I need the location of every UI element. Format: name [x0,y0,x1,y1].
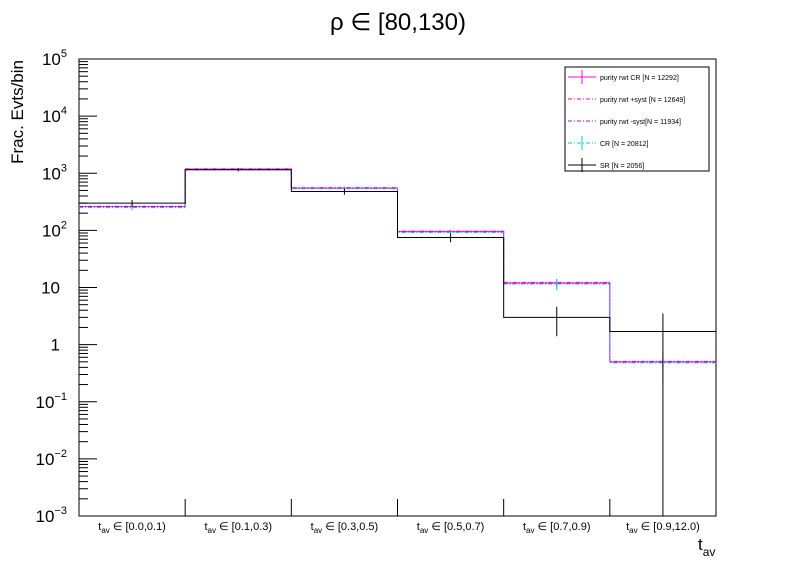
y-tick-label-base: 10 [36,450,55,469]
y-tick-label-base: 10 [42,107,61,126]
x-tick-label: tav ∈ [0.7,0.9) [523,521,591,535]
y-tick-label-exponent: 2 [61,219,67,231]
y-tick-label-base: 10 [36,393,55,412]
y-tick-label-exponent: 5 [61,48,67,60]
series-step-line [79,169,716,332]
x-tick-label-sub: av [420,526,428,535]
y-tick-label-base: 1 [51,336,60,355]
legend-box [564,66,710,172]
x-axis-tick-labels: tav ∈ [0.0,0.1) tav ∈ [0.1,0.3) tav ∈ [0.3… [98,521,699,535]
series-layer [79,167,716,516]
y-tick-label-base: 10 [41,279,60,298]
x-tick-label-sub: av [314,526,322,535]
x-tick-label: tav ∈ [0.9,12.0) [626,521,700,535]
x-tick-label-base: t [311,521,314,533]
x-tick-label: tav ∈ [0.1,0.3) [204,521,272,535]
y-tick-label-exponent: −1 [54,391,67,403]
x-tick-label-range: ∈ [0.0,0.1) [110,521,166,533]
x-tick-label-range: ∈ [0.5,0.7) [428,521,484,533]
x-axis-ticks [184,499,611,516]
y-tick-label-exponent: 4 [61,105,67,117]
legend-entry-label: purity rwt +syst [N = 12649] [600,97,685,104]
x-tick-label-range: ∈ [0.9,12.0) [638,521,700,533]
legend-entry-label: CR [N = 20812] [600,141,648,148]
x-tick-label-sub: av [629,526,637,535]
x-tick-label-sub: av [208,526,216,535]
series-4 [79,168,716,516]
legend-entry-label: purity rwt -syst[N = 11934] [600,119,681,126]
x-tick-label: tav ∈ [0.0,0.1) [98,521,166,535]
x-tick-label-base: t [417,521,420,533]
x-tick-label-base: t [204,521,207,533]
y-tick-label-base: 10 [42,50,61,69]
y-tick-label-exponent: −3 [54,505,67,517]
y-tick-label: 104 [42,105,67,126]
x-tick-label: tav ∈ [0.5,0.7) [417,521,485,535]
x-tick-label-base: t [98,521,101,533]
y-axis-ticks [79,58,97,517]
x-axis-label-base: t [698,535,703,554]
x-tick-label: tav ∈ [0.3,0.5) [311,521,379,535]
x-tick-label-sub: av [101,526,109,535]
y-tick-label: 1 [51,336,60,355]
x-axis-label: tav [698,535,715,559]
y-axis-label: Frac. Evts/bin [8,60,27,164]
y-tick-label: 105 [42,48,67,69]
x-tick-label-base: t [523,521,526,533]
y-tick-label-base: 10 [42,164,61,183]
y-tick-label: 10−1 [36,391,67,412]
x-tick-label-base: t [626,521,629,533]
legend: purity rwt CR [N = 12292] purity rwt +sys… [564,66,710,172]
x-tick-label-sub: av [526,526,534,535]
x-tick-label-range: ∈ [0.3,0.5) [322,521,378,533]
y-tick-label: 103 [42,162,67,183]
y-tick-label-exponent: 3 [61,162,67,174]
y-tick-label: 10 [41,279,60,298]
y-tick-label-exponent: −2 [54,448,67,460]
y-tick-label-base: 10 [36,507,55,526]
legend-entry-label: purity rwt CR [N = 12292] [600,75,679,82]
x-tick-label-range: ∈ [0.7,0.9) [534,521,590,533]
y-tick-label: 10−2 [36,448,67,469]
chart-title: ρ ∈ [80,130) [330,9,466,36]
y-tick-label: 102 [42,219,67,240]
y-tick-label: 10−3 [36,505,67,526]
x-axis-label-sub: av [703,545,716,559]
legend-entry-label: SR [N = 2056] [600,163,644,170]
x-tick-label-range: ∈ [0.1,0.3) [216,521,272,533]
y-tick-label-base: 10 [42,221,61,240]
